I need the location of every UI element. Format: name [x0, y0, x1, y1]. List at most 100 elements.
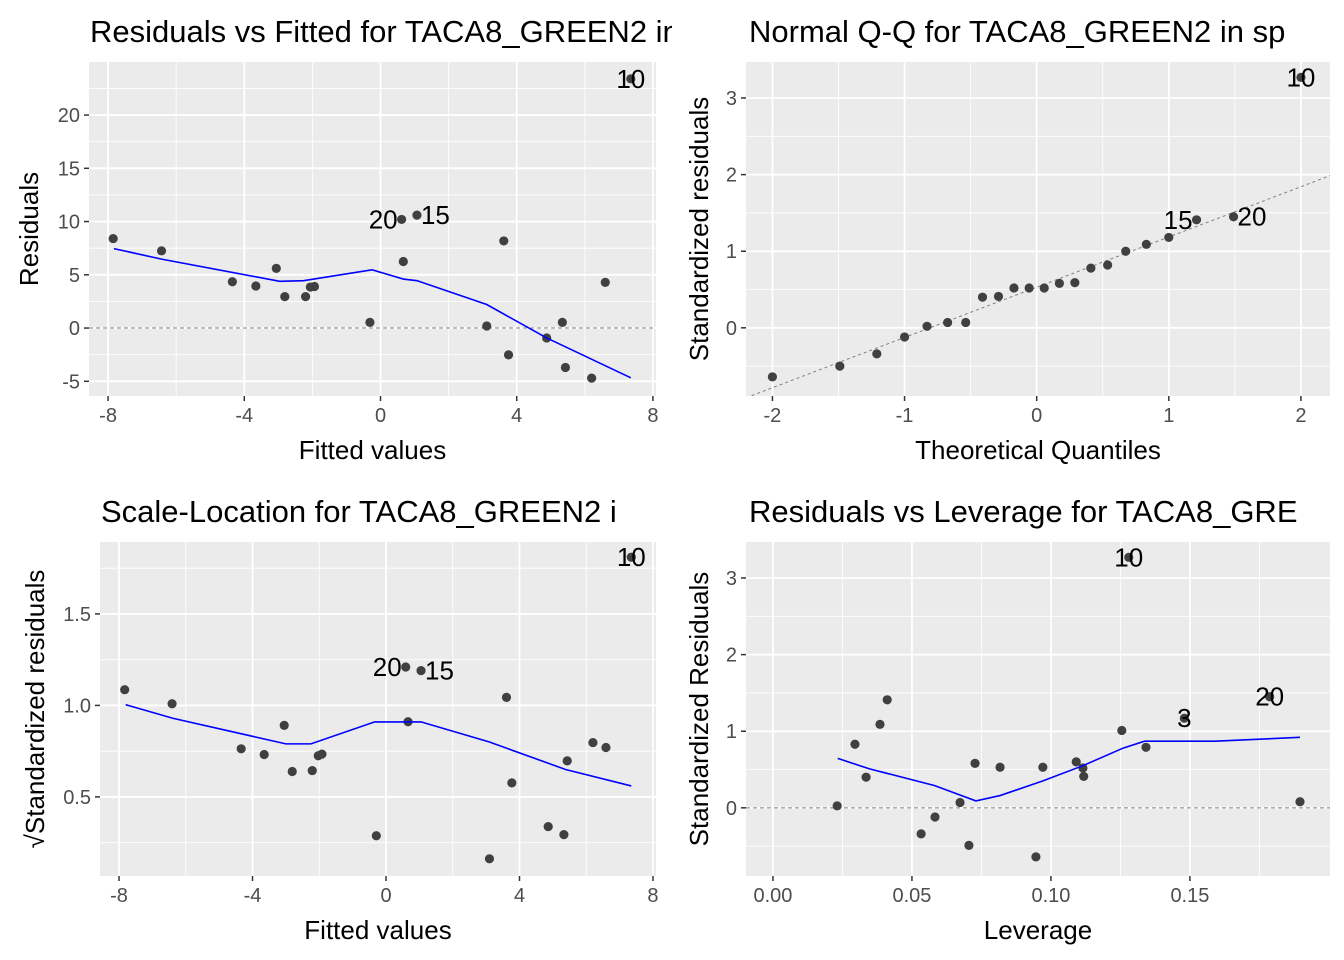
y-axis-label: Standardized residuals	[684, 97, 714, 362]
data-point	[484, 854, 495, 864]
data-point	[120, 685, 130, 695]
qq-reference-line	[749, 175, 1330, 396]
y-axis-label: Standardized Residuals	[684, 572, 714, 847]
chart-title: Residuals vs Fitted for TACA8_GREEN2 in	[90, 14, 680, 49]
y-tick-label: 1.0	[63, 695, 91, 717]
data-point	[1179, 713, 1189, 723]
x-tick-label: 4	[514, 885, 525, 907]
data-point	[251, 281, 261, 291]
y-tick-label: 5	[69, 265, 80, 287]
data-point	[588, 737, 598, 748]
data-point	[562, 756, 572, 766]
data-point	[317, 749, 327, 759]
point-label: 10	[617, 542, 646, 572]
x-tick-label: 8	[647, 405, 658, 427]
plot-panel-background	[89, 62, 656, 396]
chart-title: Normal Q-Q for TACA8_GREEN2 in sp	[749, 14, 1285, 49]
data-point	[401, 662, 411, 672]
x-tick-label: 1	[1163, 405, 1174, 427]
data-point	[560, 362, 571, 373]
data-point	[1071, 757, 1081, 767]
data-point	[371, 831, 381, 841]
data-point	[626, 552, 636, 562]
data-point	[1296, 72, 1306, 82]
data-point	[1191, 215, 1202, 225]
data-point	[1039, 283, 1049, 293]
data-point	[503, 350, 514, 360]
data-point	[964, 840, 974, 850]
data-point	[1079, 771, 1089, 782]
data-point	[300, 292, 311, 302]
y-tick-label: 1.5	[63, 604, 91, 626]
x-tick-label: 0.05	[892, 885, 931, 907]
data-point	[259, 749, 269, 760]
y-tick-label: 2	[726, 645, 737, 667]
data-point	[1078, 763, 1088, 773]
data-point	[1265, 692, 1275, 702]
x-tick-label: 0.15	[1170, 885, 1209, 907]
data-point	[1070, 278, 1080, 288]
data-point	[600, 277, 610, 287]
data-point	[227, 277, 237, 287]
data-point	[156, 246, 167, 256]
data-point	[1121, 246, 1131, 256]
data-point	[1009, 283, 1019, 293]
plot-marks	[120, 552, 636, 864]
x-tick-label: 0	[375, 405, 386, 427]
point-label: 20	[369, 204, 398, 234]
data-point	[767, 372, 778, 382]
x-tick-label: -4	[244, 885, 262, 907]
y-tick-label: 3	[726, 568, 737, 590]
data-point	[1295, 797, 1305, 807]
data-point	[280, 292, 290, 302]
x-tick-label: 8	[647, 885, 658, 907]
chart-title: Scale-Location for TACA8_GREEN2 i	[101, 494, 617, 529]
x-axis-label: Leverage	[984, 915, 1092, 945]
data-point	[922, 321, 932, 331]
point-label: 10	[616, 64, 645, 94]
data-point	[626, 74, 636, 84]
data-point	[1086, 263, 1096, 273]
x-tick-label: 4	[511, 405, 522, 427]
data-point	[307, 765, 317, 776]
data-point	[875, 719, 885, 729]
data-point	[287, 766, 297, 777]
y-tick-label: 2	[726, 165, 737, 187]
data-point	[861, 772, 871, 782]
data-point	[1124, 552, 1134, 562]
data-point	[398, 256, 408, 267]
plot-panel-background	[100, 542, 656, 876]
x-tick-label: -1	[896, 405, 914, 427]
x-tick-label: 0.10	[1031, 885, 1070, 907]
data-point	[1024, 283, 1034, 293]
x-tick-label: -8	[99, 405, 117, 427]
data-point	[1117, 725, 1127, 736]
data-point	[977, 292, 988, 302]
data-point	[1228, 212, 1239, 222]
point-label: 15	[1164, 205, 1193, 235]
x-axis-label: Fitted values	[299, 435, 446, 465]
y-tick-label: 0	[726, 318, 737, 340]
y-axis-label: Residuals	[14, 172, 44, 286]
data-point	[882, 695, 892, 705]
chart-title: Residuals vs Leverage for TACA8_GRE	[749, 494, 1298, 529]
data-point	[835, 361, 845, 371]
plot-panel-background	[746, 542, 1330, 876]
data-point	[1103, 260, 1113, 270]
y-tick-label: 15	[58, 158, 80, 180]
panel-1: 10 20 15 -8 -4 0 4 8 -5 0 5 10 15 20 Residuals vs Fitt…	[14, 14, 680, 465]
data-point	[961, 317, 971, 328]
data-point	[587, 373, 597, 383]
data-point	[397, 214, 407, 225]
data-point	[943, 317, 953, 328]
x-tick-label: -2	[764, 405, 782, 427]
data-point	[1038, 762, 1048, 772]
data-point	[559, 830, 569, 840]
plot-panel-background	[746, 62, 1330, 396]
point-label: 20	[1255, 682, 1284, 712]
point-label: 3	[1177, 703, 1191, 733]
data-point	[279, 720, 289, 730]
data-point	[995, 762, 1005, 772]
x-axis-label: Fitted values	[304, 915, 451, 945]
